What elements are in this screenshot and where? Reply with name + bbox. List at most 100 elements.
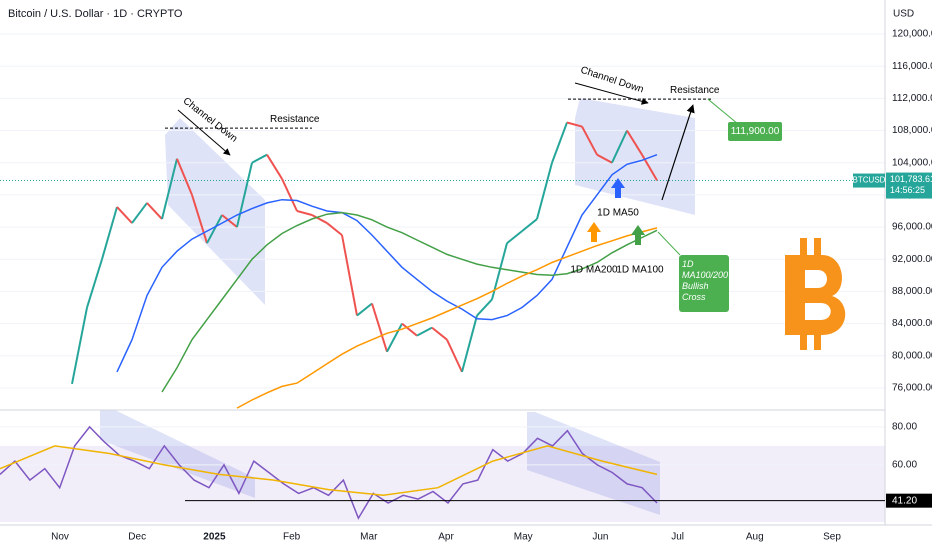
x-tick-label: Dec: [128, 532, 146, 543]
x-tick-label: Feb: [283, 532, 301, 543]
annotation-box: [679, 255, 729, 312]
rsi-level-box: [886, 493, 932, 508]
price-segment: [461, 315, 478, 373]
series-label: 1D MA50: [597, 208, 639, 219]
price-segment: [221, 214, 238, 228]
price-segment: [446, 339, 463, 373]
price-segment: [101, 206, 118, 260]
arrow: [661, 104, 695, 201]
y-tick-label: 84,000.00: [892, 318, 932, 329]
chart-header: Bitcoin / U.S. Dollar · 1D · CRYPTO: [8, 8, 183, 20]
price-target-box: [728, 122, 782, 141]
price-segment: [296, 210, 313, 216]
x-tick-label: Nov: [51, 532, 69, 543]
last-price-box: [886, 172, 932, 199]
y-tick-label: 112,000.00: [892, 93, 932, 104]
countdown: 14:56:25: [890, 185, 925, 195]
plot: [0, 121, 658, 520]
price-segment: [176, 158, 193, 196]
y-tick-label: 60.00: [892, 460, 917, 471]
bitcoin-logo: [785, 255, 846, 335]
annotation: 1D MA100/200 Bullish Cross: [682, 259, 728, 302]
price-segment: [416, 326, 433, 337]
callout-line: [707, 98, 739, 125]
background: [0, 33, 885, 522]
price-segment: [281, 178, 298, 212]
series-line: [161, 211, 658, 393]
x-tick-label: Mar: [360, 532, 378, 543]
series-line: [0, 425, 658, 520]
channel-shade: [165, 118, 265, 305]
price-segment: [311, 214, 328, 224]
price-segment: [581, 126, 598, 156]
rsi-level-label: 41.20: [892, 495, 917, 506]
series-line: [116, 153, 658, 373]
price-target-label: 111,900.00: [731, 126, 780, 137]
price-segment: [236, 162, 253, 228]
price-segment: [146, 202, 163, 220]
arrow-ma100: [631, 225, 645, 245]
price-segment: [131, 202, 148, 224]
annotation-box-text: 1D MA100/200 Bullish Cross: [682, 259, 728, 302]
x-tick-label: May: [514, 532, 533, 543]
price-segment: [626, 130, 643, 156]
price-segment: [566, 121, 583, 128]
rsi-band: [0, 445, 885, 522]
series-label: 1D MA100: [616, 265, 664, 276]
bitcoin-logo: [800, 238, 821, 350]
price-segment: [521, 218, 538, 232]
price-segment: [401, 322, 418, 337]
y-tick-label: 108,000.00: [892, 125, 932, 136]
price-segment: [611, 130, 628, 164]
y-tick-label: 88,000.00: [892, 286, 932, 297]
price-segment: [266, 154, 283, 180]
price-segment: [161, 158, 178, 220]
callout-line: [657, 231, 681, 256]
y-tick-label: 76,000.00: [892, 383, 932, 394]
symbol-box: [853, 173, 885, 188]
price-segment: [536, 162, 553, 220]
arrow-ma50: [611, 178, 625, 198]
annotation: Resistance: [270, 114, 320, 125]
last-price-label: 101,783.61: [890, 174, 932, 184]
series-line: [0, 445, 658, 497]
price-segment: [356, 302, 373, 317]
y-tick-label: 80,000.00: [892, 350, 932, 361]
price-segment: [191, 194, 208, 244]
price-segment: [371, 303, 388, 353]
price-segment: [326, 222, 343, 236]
annotation: Resistance: [670, 85, 720, 96]
y-tick-label: 92,000.00: [892, 254, 932, 265]
x-tick-label: Jul: [671, 532, 684, 543]
channel-shade: [575, 98, 695, 215]
y-tick-label: 80.00: [892, 422, 917, 433]
price-axis: [885, 0, 932, 550]
price-segment: [116, 206, 133, 224]
price-segment: [206, 214, 223, 244]
price-segment: [596, 153, 613, 164]
price-segment: [251, 153, 268, 164]
price-segment: [71, 307, 88, 385]
series-label: 1D MA200: [570, 265, 618, 276]
x-tick-label: Sep: [823, 532, 841, 543]
price-segment: [551, 122, 568, 164]
x-tick-label: Jun: [592, 532, 608, 543]
price-segment: [86, 258, 103, 308]
y-tick-label: 116,000.00: [892, 61, 932, 72]
y-tick-label: 104,000.00: [892, 157, 932, 168]
y-tick-label: 120,000.00: [892, 29, 932, 40]
annotation: Channel Down: [579, 65, 645, 96]
price-segment: [476, 298, 493, 317]
price-segment: [341, 234, 358, 316]
y-tick-label: 96,000.00: [892, 222, 932, 233]
symbol-label: BTCUSD: [853, 176, 886, 185]
x-tick-label: Apr: [438, 532, 454, 543]
x-tick-label: 2025: [203, 532, 226, 543]
price-segment: [506, 230, 523, 244]
price-segment: [386, 323, 403, 353]
arrow-ma200: [587, 222, 601, 242]
series-line: [236, 227, 658, 409]
x-tick-label: Aug: [746, 532, 764, 543]
